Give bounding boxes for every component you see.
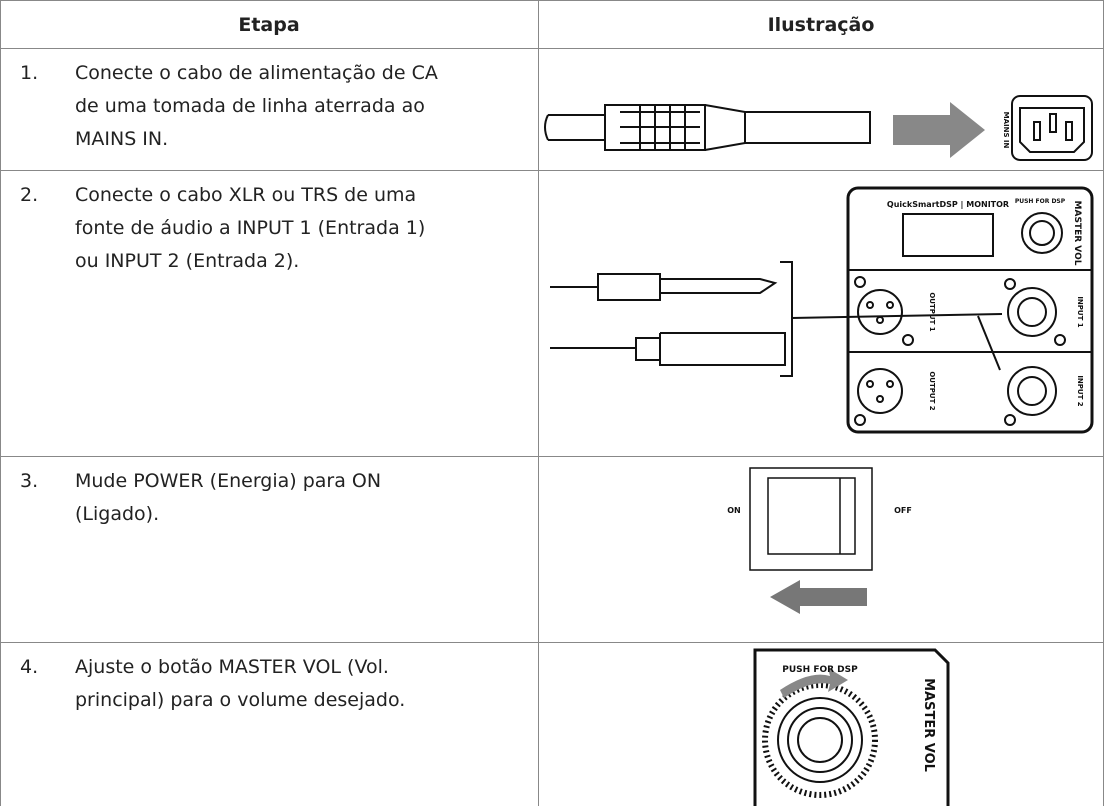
step-text: (Ligado).	[75, 503, 159, 525]
illustration-label: OUTPUT 1	[928, 292, 936, 331]
step-text: Mude POWER (Energia) para ON	[75, 470, 381, 492]
header-cell: Ilustração	[768, 14, 875, 36]
step-text: MAINS IN.	[75, 128, 168, 150]
illustration-label: INPUT 2	[1076, 375, 1084, 406]
illustration-label: OUTPUT 2	[928, 371, 936, 410]
illustration-2	[550, 186, 1094, 434]
step-text: Conecte o cabo XLR ou TRS de uma	[75, 184, 416, 206]
illustration-label: PUSH FOR DSP	[782, 665, 858, 675]
step-text: Ajuste o botão MASTER VOL (Vol.	[75, 656, 389, 678]
step-number: 4.	[20, 656, 38, 678]
illustration-label: MASTER VOL	[1072, 201, 1082, 266]
illustration-label: OFF	[894, 506, 912, 515]
step-text: de uma tomada de linha aterrada ao	[75, 95, 425, 117]
illustration-label: QuickSmartDSP | MONITOR	[887, 200, 1009, 209]
illustration-4	[753, 648, 950, 806]
illustration-label: PUSH FOR DSP	[1015, 198, 1066, 205]
illustration-label: INPUT 1	[1076, 296, 1084, 327]
step-number: 1.	[20, 62, 38, 84]
header-cell: Etapa	[238, 14, 299, 36]
illustration-label: ON	[727, 506, 741, 515]
step-number: 2.	[20, 184, 38, 206]
step-text: Conecte o cabo de alimentação de CA	[75, 62, 438, 84]
illustration-label: MAINS IN	[1002, 112, 1010, 149]
step-text: ou INPUT 2 (Entrada 2).	[75, 250, 299, 272]
step-text: principal) para o volume desejado.	[75, 689, 405, 711]
step-number: 3.	[20, 470, 38, 492]
illustration-label: MASTER VOL	[921, 678, 936, 772]
illustration-1	[544, 95, 1093, 161]
rotation-arrow	[780, 668, 848, 698]
illustration-3	[749, 467, 873, 614]
steps: 1. Conecte o cabo de alimentação de CA de …	[20, 62, 438, 711]
step-text: fonte de áudio a INPUT 1 (Entrada 1)	[75, 217, 425, 239]
